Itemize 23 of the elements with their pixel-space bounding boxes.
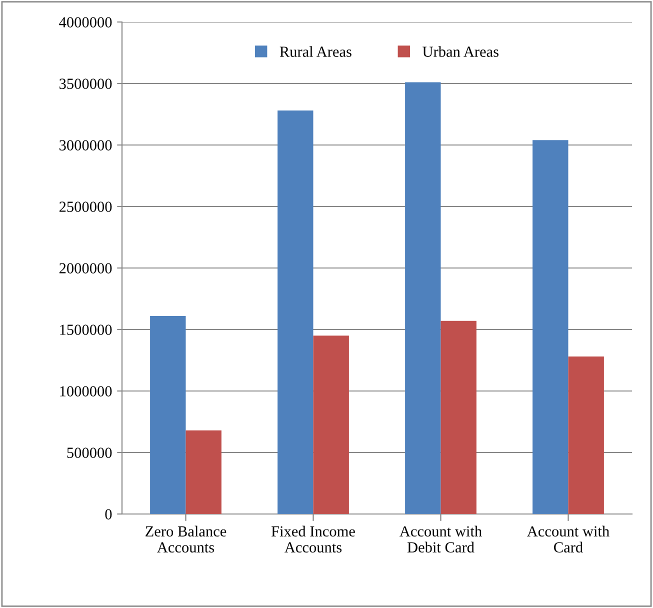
bar bbox=[405, 82, 441, 514]
bar bbox=[150, 316, 186, 514]
y-tick-label: 500000 bbox=[67, 448, 112, 458]
legend-label: Rural Areas bbox=[280, 46, 352, 57]
x-tick-label: Account with Debit Card bbox=[400, 526, 482, 553]
y-tick-label: 1000000 bbox=[60, 386, 112, 396]
bar bbox=[440, 320, 476, 514]
y-tick-label: 0 bbox=[105, 509, 112, 520]
y-tick-label: 4000000 bbox=[59, 17, 112, 28]
x-tick-label: Zero Balance Accounts bbox=[146, 526, 226, 553]
x-tick-label: Fixed Income Accounts bbox=[271, 526, 355, 553]
y-tick-label: 3500000 bbox=[60, 78, 112, 89]
y-tick-label: 3000000 bbox=[60, 140, 112, 150]
bar bbox=[532, 140, 568, 514]
bar bbox=[278, 110, 314, 514]
bar bbox=[186, 430, 222, 514]
y-tick-label: 2500000 bbox=[59, 202, 112, 212]
bar bbox=[568, 356, 604, 514]
bar bbox=[313, 336, 349, 514]
x-tick-label: Account with Card bbox=[527, 526, 610, 553]
y-tick-label: 2000000 bbox=[59, 263, 112, 274]
y-tick-label: 1500000 bbox=[60, 324, 112, 335]
legend-label: Urban Areas bbox=[422, 46, 498, 57]
